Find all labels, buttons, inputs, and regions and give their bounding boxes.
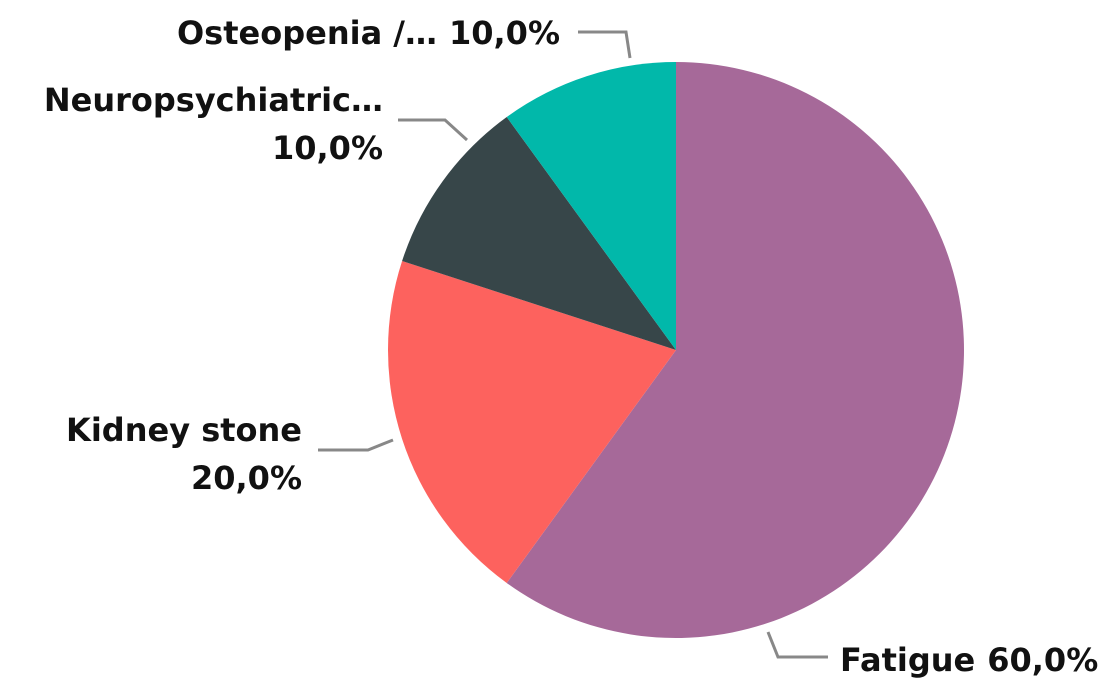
leader-line xyxy=(398,118,469,142)
leader-line xyxy=(766,631,828,659)
pie-slice xyxy=(506,62,964,638)
leader-line xyxy=(578,30,632,59)
category-label: Osteopenia /… xyxy=(177,14,437,52)
slice-label: Osteopenia /… 10,0% xyxy=(177,14,560,52)
value-label: 10,0% xyxy=(272,129,383,167)
pie-slice xyxy=(506,62,676,350)
category-label: Kidney stone xyxy=(66,411,302,449)
slice-label: Fatigue 60,0% xyxy=(840,641,1098,679)
value-label: 60,0% xyxy=(987,641,1098,679)
slice-label: Neuropsychiatric… 10,0% xyxy=(44,81,383,167)
category-label: Neuropsychiatric… xyxy=(44,81,383,119)
leader-line xyxy=(318,438,394,452)
value-label: 10,0% xyxy=(449,14,560,52)
category-label: Fatigue xyxy=(840,641,975,679)
slice-label: Kidney stone 20,0% xyxy=(66,411,302,497)
pie-slice xyxy=(402,117,676,350)
value-label: 20,0% xyxy=(191,459,302,497)
pie-slice xyxy=(388,261,676,583)
